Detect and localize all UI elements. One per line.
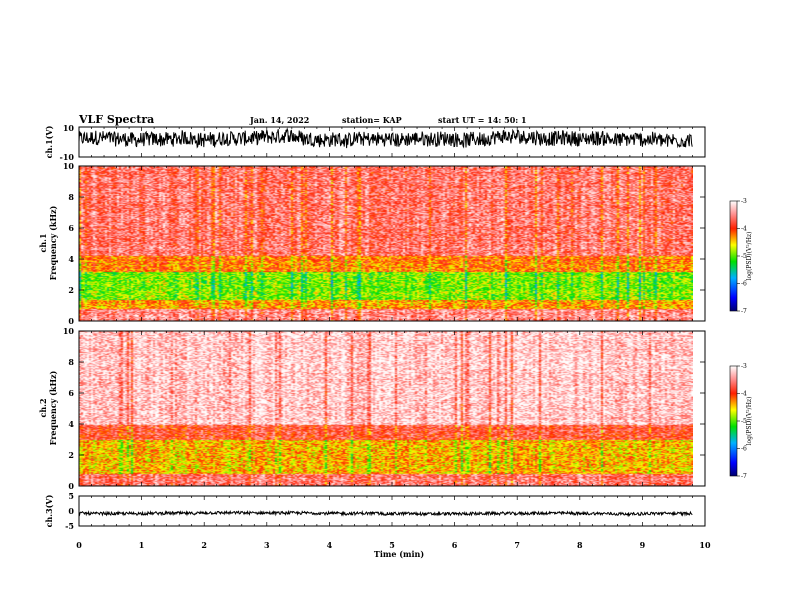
chart-title: VLF Spectra: [78, 113, 154, 126]
start-time-label: start UT = 14: 50: 1: [438, 115, 527, 125]
ch2-spectrogram-image: [79, 331, 693, 486]
colorbar-tick-label--6: -6: [741, 446, 747, 453]
y-tick-label-8: 8: [68, 192, 74, 202]
x-tick-label-8: 8: [577, 540, 583, 550]
y-tick-label-0: 0: [68, 481, 74, 491]
ch1-spectrogram-panel: 0 2 4 6 8 10 ch.1 Frequency (kHz): [38, 161, 706, 326]
x-tick-label-2: 2: [201, 540, 207, 550]
ch2-frequency-axis-label: Frequency (kHz): [48, 370, 58, 445]
station-label: station= KAP: [342, 115, 402, 125]
ch3-ytick-0: 0: [68, 506, 74, 516]
y-tick-label-4: 4: [68, 419, 74, 429]
ch1-ytick-10: 10: [63, 123, 75, 133]
ch1-ytick-minus10: -10: [60, 152, 75, 162]
colorbar-tick-label--5: -5: [741, 418, 747, 425]
ch1-colorbar: -3 -4 -5 -6 -7 log(PSD)(V²/Hz): [729, 198, 753, 315]
ch1-waveform-panel: 10 -10 ch.1(V): [44, 123, 706, 162]
y-tick-label-2: 2: [68, 450, 74, 460]
y-tick-label-6: 6: [68, 223, 74, 233]
y-tick-label-8: 8: [68, 357, 74, 367]
ch3-ytick-5: 5: [68, 491, 74, 501]
colorbar-tick-label--3: -3: [741, 363, 747, 370]
ch2-colorbar: -3 -4 -5 -6 -7 log(PSD)(V²/Hz): [729, 363, 753, 480]
x-tick-label-6: 6: [452, 540, 458, 550]
colorbar-tick-label--3: -3: [741, 198, 747, 205]
ch3-waveform-trace: [78, 509, 693, 518]
y-tick-label-6: 6: [68, 388, 74, 398]
ch3-volt-axis-label: ch.3(V): [44, 494, 54, 527]
x-axis-label: Time (min): [374, 549, 424, 559]
y-tick-label-2: 2: [68, 285, 74, 295]
x-tick-label-0: 0: [76, 540, 82, 550]
ch3-waveform-panel: 5 0 -5 ch.3(V): [44, 491, 706, 531]
x-tick-label-7: 7: [514, 540, 520, 550]
ch1-frequency-axis-label: Frequency (kHz): [48, 205, 58, 280]
y-tick-label-4: 4: [68, 254, 74, 264]
ch1-colorbar-label: log(PSD)(V²/Hz): [746, 232, 753, 281]
date-label: Jan. 14, 2022: [249, 115, 309, 125]
x-tick-label-4: 4: [327, 540, 333, 550]
colorbar-tick-label--7: -7: [741, 473, 747, 480]
x-tick-label-5: 5: [389, 540, 395, 550]
x-axis-tick-labels: 0 1 2 3 4 5 6 7 8 9 10: [76, 540, 711, 550]
x-tick-label-10: 10: [699, 540, 711, 550]
colorbar-tick-label--4: -4: [741, 391, 747, 398]
colorbar-tick-label--5: -5: [741, 253, 747, 260]
colorbar-tick-label--7: -7: [741, 308, 747, 315]
ch1-volt-axis-label: ch.1(V): [44, 125, 54, 158]
ch1-spectrogram-image: [79, 166, 693, 321]
ch1-channel-label: ch.1: [38, 233, 48, 252]
y-tick-label-0: 0: [68, 316, 74, 326]
colorbar-tick-label--4: -4: [741, 226, 747, 233]
x-tick-label-1: 1: [139, 540, 145, 550]
ch3-ytick-minus5: -5: [65, 521, 74, 531]
x-tick-label-9: 9: [640, 540, 646, 550]
ch2-spectrogram-panel: 0 2 4 6 8 10 ch.2 Frequency (kHz): [38, 326, 706, 491]
y-tick-label-10: 10: [63, 326, 75, 336]
ch1-waveform-trace: [78, 127, 693, 149]
y-tick-label-10: 10: [63, 161, 75, 171]
colorbar-tick-label--6: -6: [741, 281, 747, 288]
x-tick-label-3: 3: [264, 540, 270, 550]
ch2-colorbar-label: log(PSD)(V²/Hz): [746, 397, 753, 446]
ch2-channel-label: ch.2: [38, 398, 48, 417]
